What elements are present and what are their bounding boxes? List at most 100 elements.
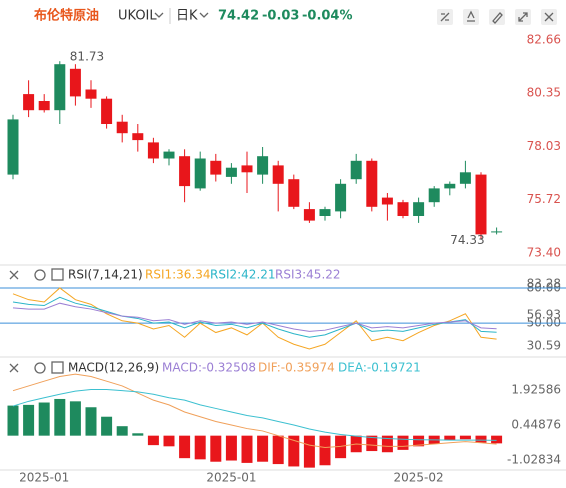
candle-body xyxy=(366,160,378,207)
icon-glyph xyxy=(544,12,554,22)
macd-bar xyxy=(459,435,471,440)
candle-body xyxy=(23,94,35,111)
candle-body xyxy=(475,174,487,235)
candle-body xyxy=(397,202,409,216)
toolbar-icons xyxy=(437,9,557,25)
y-tick-label: 78.03 xyxy=(527,139,561,153)
candle-body xyxy=(444,183,456,189)
icon-glyph xyxy=(467,10,475,22)
candle-body xyxy=(210,160,222,175)
period[interactable]: 日K xyxy=(176,9,198,24)
change-pct: -0.04% xyxy=(302,9,353,24)
macd-bar xyxy=(147,435,159,446)
candle-body xyxy=(459,172,471,184)
candle-body xyxy=(257,156,269,175)
macd-bar xyxy=(225,435,237,461)
candle-body xyxy=(116,121,128,134)
y-tick-label: 80.35 xyxy=(527,85,561,99)
instrument-name[interactable]: 布伦特原油 xyxy=(34,8,99,24)
toggle-icon[interactable] xyxy=(51,268,64,281)
candle-body xyxy=(194,158,206,189)
candle-body xyxy=(428,188,440,203)
macd-bar xyxy=(366,435,378,452)
collapse-icon[interactable] xyxy=(9,270,19,280)
y-tick-label: 1.92586 xyxy=(511,383,561,397)
y-tick-label: 56.93 xyxy=(527,308,561,322)
dropdown-icon[interactable] xyxy=(199,12,209,18)
dropdown-icon[interactable] xyxy=(154,12,164,18)
y-tick-label: 83.28 xyxy=(527,277,561,291)
candle-body xyxy=(303,209,315,221)
candle-body xyxy=(350,160,362,180)
macd-bar xyxy=(257,435,269,462)
macd-bar xyxy=(272,435,284,465)
macd-bar xyxy=(194,435,206,460)
x-tick-label: 2025-02 xyxy=(394,471,444,485)
candle-body xyxy=(491,231,503,233)
candle-body xyxy=(179,156,191,187)
settings-icon[interactable] xyxy=(34,362,46,374)
macd-bar xyxy=(179,435,191,459)
indicator-title: MACD(12,26,9) xyxy=(68,361,159,375)
candle-body xyxy=(69,68,81,97)
macd-bar xyxy=(7,405,19,436)
indicator-line xyxy=(12,287,497,350)
icon-glyph xyxy=(440,12,450,22)
macd-bar xyxy=(38,402,50,436)
indicator-legend: DEA:-0.19721 xyxy=(338,361,421,375)
candle-body xyxy=(147,142,159,159)
indicator-legend: RSI2:42.21 xyxy=(210,268,276,282)
macd-bar xyxy=(54,398,66,436)
macd-bar xyxy=(241,435,253,463)
candle-body xyxy=(225,167,237,177)
y-tick-label: 0.44876 xyxy=(511,418,561,432)
indicator-line xyxy=(12,373,497,449)
indicator-title: RSI(7,14,21) xyxy=(68,268,143,282)
collapse-icon[interactable] xyxy=(9,363,19,373)
y-tick-label: 73.40 xyxy=(527,245,561,259)
y-tick-label: 82.66 xyxy=(527,32,561,46)
candle-body xyxy=(132,133,144,141)
macd-bar xyxy=(381,435,393,453)
macd-bar xyxy=(491,435,503,444)
macd-bar xyxy=(116,426,128,436)
candle-body xyxy=(272,165,284,184)
change: -0.03 xyxy=(262,9,299,24)
candle-body xyxy=(54,64,66,111)
macd-bar xyxy=(210,435,222,462)
macd-bar xyxy=(413,435,425,447)
x-tick-label: 2025-01 xyxy=(206,471,256,485)
high-label: 81.73 xyxy=(70,50,104,64)
macd-bar xyxy=(319,435,331,466)
toggle-icon[interactable] xyxy=(51,361,64,374)
macd-bar xyxy=(288,435,300,467)
indicator-legend: RSI1:36.34 xyxy=(145,268,211,282)
macd-bar xyxy=(101,416,113,436)
indicator-line xyxy=(12,296,497,338)
indicator-legend: DIF:-0.35974 xyxy=(258,361,335,375)
x-tick-label: 2025-01 xyxy=(19,471,69,485)
y-tick-label: 30.59 xyxy=(527,338,561,352)
candle-body xyxy=(335,183,347,212)
macd-bar xyxy=(444,435,456,441)
candle-body xyxy=(319,209,331,216)
icon-glyph xyxy=(492,12,503,24)
candle-body xyxy=(241,165,253,173)
macd-bar xyxy=(132,433,144,436)
candle-body xyxy=(413,202,425,216)
last-label: 74.33 xyxy=(450,233,484,247)
candle-body xyxy=(381,197,393,205)
candle-body xyxy=(163,151,175,159)
settings-icon[interactable] xyxy=(34,269,46,281)
candle-body xyxy=(101,98,113,124)
indicator-line xyxy=(12,302,497,332)
macd-bar xyxy=(335,435,347,459)
indicator-legend: RSI3:45.22 xyxy=(275,268,341,282)
macd-bar xyxy=(303,435,315,468)
macd-bar xyxy=(475,435,487,443)
symbol[interactable]: UKOIL xyxy=(118,9,157,24)
price: 74.42 xyxy=(218,9,259,24)
candle-body xyxy=(7,119,19,175)
macd-bar xyxy=(23,404,35,436)
